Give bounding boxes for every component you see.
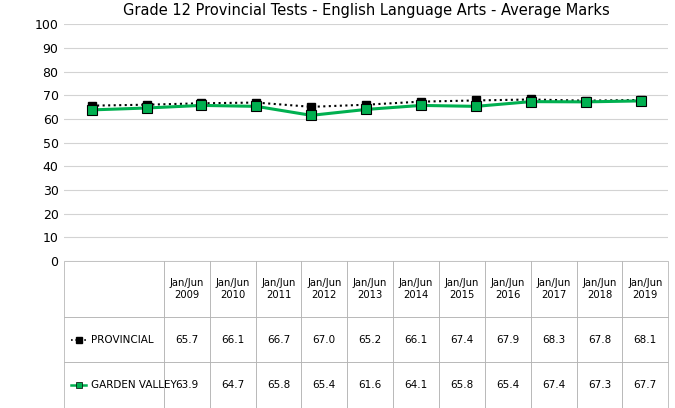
Bar [576,317,622,362]
Text: 65.2: 65.2 [358,335,382,345]
Text: 64.7: 64.7 [221,380,244,390]
Bar [439,362,485,408]
Bar [622,317,668,362]
Bar [164,317,210,362]
Text: 68.3: 68.3 [542,335,565,345]
Bar [485,362,531,408]
Bar [622,362,668,408]
Bar [393,261,439,317]
Text: 65.8: 65.8 [267,380,290,390]
Bar [347,317,393,362]
Text: 67.0: 67.0 [313,335,336,345]
Bar [210,317,256,362]
Bar [256,317,301,362]
Text: Jan/Jun
2010: Jan/Jun 2010 [215,278,250,300]
Text: 65.4: 65.4 [496,380,519,390]
Bar [439,261,485,317]
Text: Jan/Jun
2014: Jan/Jun 2014 [399,278,433,300]
Bar [531,362,576,408]
Text: 65.4: 65.4 [313,380,336,390]
Text: 64.1: 64.1 [404,380,428,390]
Bar [256,261,301,317]
Bar [64,362,164,408]
Text: 68.1: 68.1 [634,335,657,345]
Text: Jan/Jun
2011: Jan/Jun 2011 [261,278,296,300]
Text: 67.9: 67.9 [496,335,519,345]
Text: Jan/Jun
2013: Jan/Jun 2013 [353,278,387,300]
Bar [64,317,164,362]
Text: PROVINCIAL: PROVINCIAL [91,335,154,345]
Bar [164,362,210,408]
Bar [393,362,439,408]
Text: 67.8: 67.8 [588,335,611,345]
Bar [485,261,531,317]
Bar [622,261,668,317]
Bar [531,317,576,362]
Bar [576,362,622,408]
Text: Jan/Jun
2012: Jan/Jun 2012 [307,278,342,300]
Bar [485,317,531,362]
Bar [576,261,622,317]
Text: 67.4: 67.4 [450,335,473,345]
Bar [301,362,347,408]
Bar [210,362,256,408]
Bar [64,261,164,317]
Text: Jan/Jun
2015: Jan/Jun 2015 [445,278,479,300]
Bar [256,362,301,408]
Text: 67.4: 67.4 [542,380,565,390]
Text: Jan/Jun
2016: Jan/Jun 2016 [491,278,525,300]
Bar [531,261,576,317]
Text: 66.1: 66.1 [221,335,244,345]
Bar [210,261,256,317]
Bar [164,261,210,317]
Text: Jan/Jun
2019: Jan/Jun 2019 [628,278,662,300]
Bar [301,317,347,362]
Bar [347,261,393,317]
Text: 61.6: 61.6 [358,380,382,390]
Text: 67.3: 67.3 [588,380,611,390]
Text: 63.9: 63.9 [175,380,198,390]
Title: Grade 12 Provincial Tests - English Language Arts - Average Marks: Grade 12 Provincial Tests - English Lang… [123,3,610,18]
Text: 65.7: 65.7 [175,335,198,345]
Bar [301,261,347,317]
Bar [393,317,439,362]
Text: 65.8: 65.8 [450,380,473,390]
Text: 66.1: 66.1 [404,335,428,345]
Text: Jan/Jun
2017: Jan/Jun 2017 [537,278,571,300]
Bar [439,317,485,362]
Bar [347,362,393,408]
Text: 67.7: 67.7 [634,380,657,390]
Text: Jan/Jun
2018: Jan/Jun 2018 [583,278,617,300]
Text: 66.7: 66.7 [267,335,290,345]
Text: GARDEN VALLEY: GARDEN VALLEY [91,380,177,390]
Text: Jan/Jun
2009: Jan/Jun 2009 [169,278,204,300]
